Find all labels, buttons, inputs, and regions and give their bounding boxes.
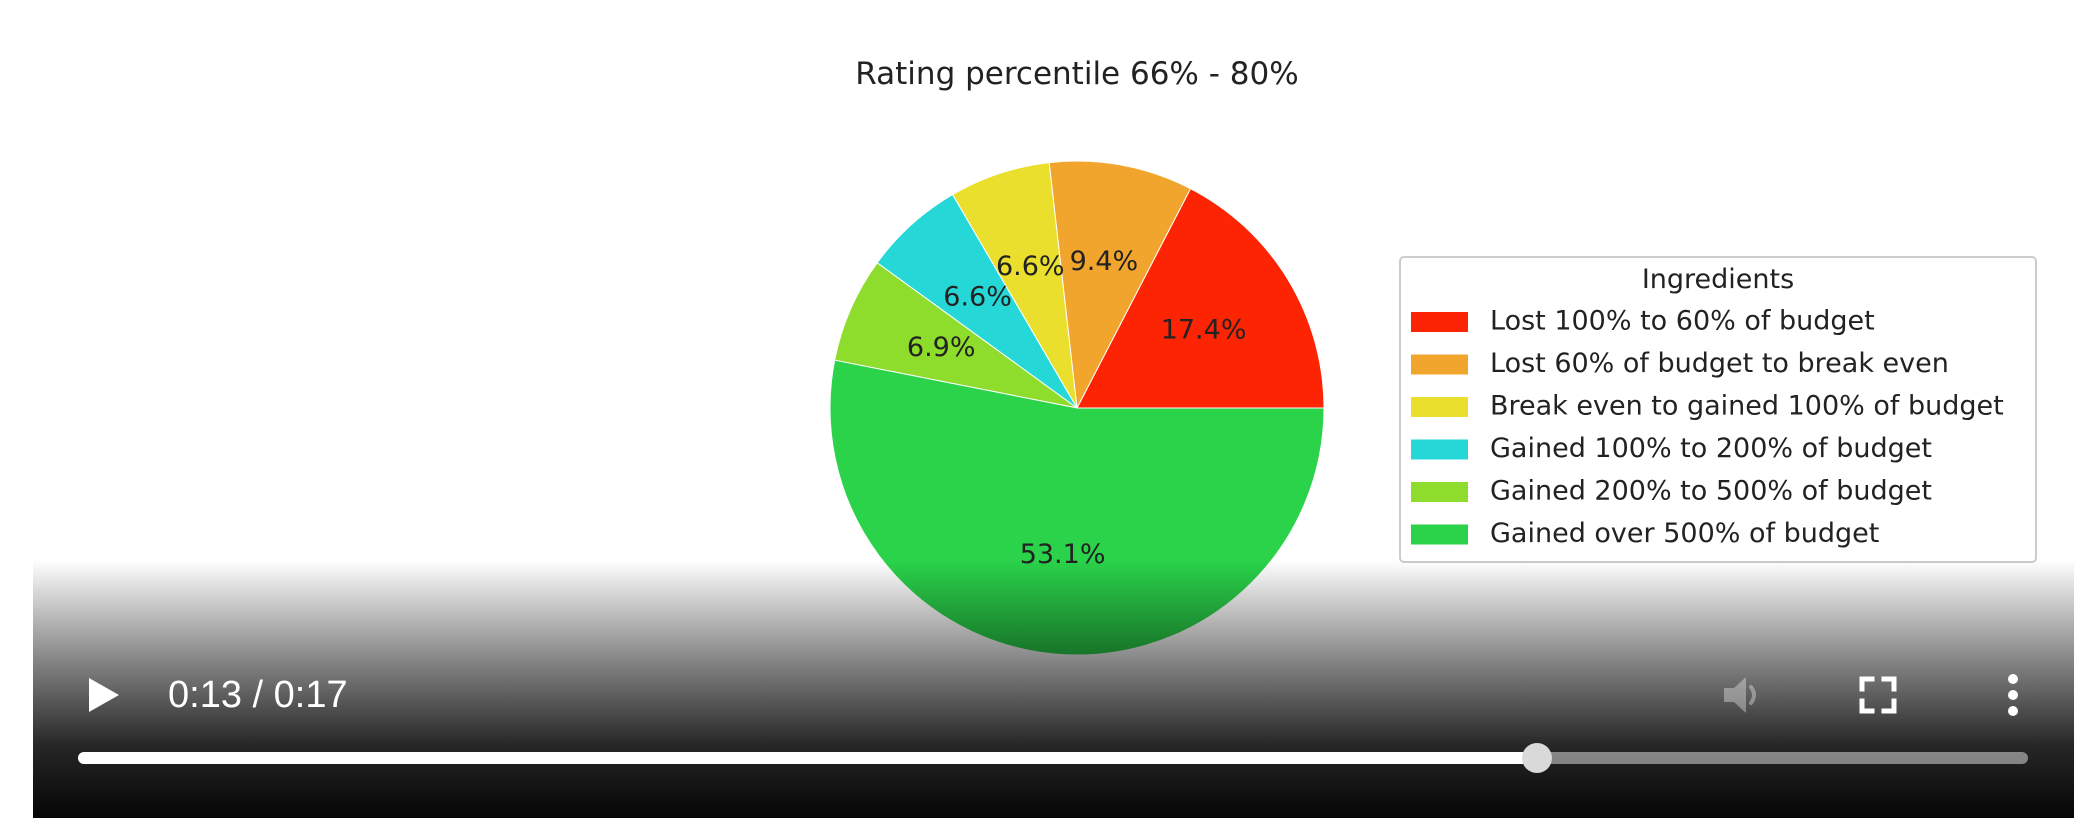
- pie-percent-label: 6.6%: [996, 251, 1065, 282]
- legend-label: Lost 60% of budget to break even: [1490, 348, 1949, 379]
- progress-bar[interactable]: [78, 743, 2028, 773]
- fullscreen-button[interactable]: [1843, 660, 1913, 730]
- legend-swatch: [1411, 439, 1468, 460]
- video-controls: 0:13 / 0:17: [33, 560, 2074, 818]
- pie-slice: [1076, 187, 1325, 409]
- progress-scrubber[interactable]: [1521, 743, 1552, 773]
- fullscreen-icon: [1859, 676, 1897, 714]
- legend-swatch: [1411, 397, 1468, 417]
- pie-percent-label: 9.4%: [1070, 246, 1139, 277]
- time-display: 0:13 / 0:17: [168, 674, 348, 716]
- pie-percent-label: 6.9%: [907, 332, 976, 363]
- more-options-button[interactable]: [1978, 660, 2048, 730]
- mute-button[interactable]: [1708, 660, 1778, 730]
- legend-label: Gained 100% to 200% of budget: [1490, 433, 1932, 464]
- legend-label: Break even to gained 100% of budget: [1490, 391, 2004, 422]
- play-icon: [89, 678, 119, 712]
- pie-percent-label: 17.4%: [1161, 315, 1247, 346]
- legend-label: Lost 100% to 60% of budget: [1490, 306, 1875, 337]
- progress-played: [78, 752, 1537, 764]
- legend-label: Gained over 500% of budget: [1490, 518, 1879, 549]
- chart-title: Rating percentile 66% - 80%: [855, 56, 1298, 92]
- play-button[interactable]: [69, 660, 139, 730]
- legend-swatch: [1411, 312, 1468, 332]
- legend: Ingredients Lost 100% to 60% of budget Lo…: [1399, 256, 2037, 563]
- volume-icon: [1724, 677, 1756, 713]
- legend-title: Ingredients: [1642, 264, 1794, 295]
- legend-swatch: [1411, 482, 1468, 502]
- pie-slice: [1048, 160, 1192, 410]
- legend-label: Gained 200% to 500% of budget: [1490, 476, 1932, 507]
- more-vert-icon: [2008, 674, 2018, 716]
- pie-percent-label: 6.6%: [943, 282, 1012, 313]
- legend-swatch: [1411, 524, 1468, 545]
- legend-swatch: [1411, 354, 1468, 375]
